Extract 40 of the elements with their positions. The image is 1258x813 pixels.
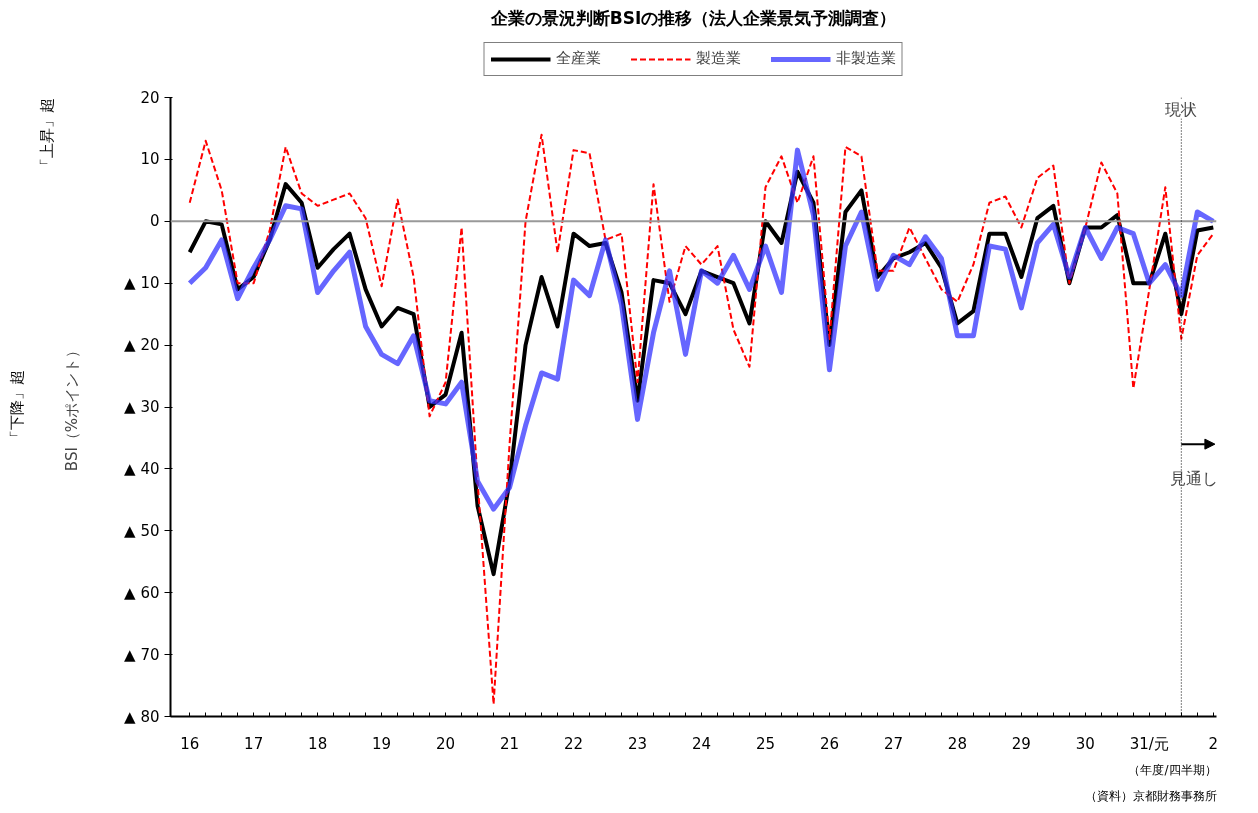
legend-label: 全産業 — [555, 49, 601, 68]
line-series — [188, 133, 1215, 706]
y-tick-label: ▲ 80 — [124, 707, 160, 726]
x-tick-label: 20 — [436, 734, 456, 753]
text: （資料）京都財務事務所 — [1084, 788, 1217, 803]
x-tick-label: 30 — [1075, 734, 1095, 753]
y-tick-label: ▲ 30 — [124, 398, 160, 416]
annotation: 現状 — [1165, 99, 1198, 119]
x-tick-label: 19 — [372, 734, 392, 753]
y-tick-label: ▲ 50 — [124, 521, 160, 540]
x-tick-label: 23 — [627, 734, 648, 753]
x-tick-label: 18 — [308, 734, 328, 753]
x-tick-label: 21 — [500, 734, 520, 753]
y-tick-label: ▲ 10 — [124, 274, 160, 293]
legend-label: 非製造業 — [835, 49, 896, 68]
y-tick-label: 10 — [140, 150, 160, 169]
x-tick-label: 31/元 — [1129, 734, 1169, 753]
x-tick-label: 16 — [180, 734, 200, 753]
x-tick-label: 22 — [564, 734, 584, 753]
text: 「下降」超 — [7, 369, 26, 445]
y-tick-label: 20 — [140, 88, 160, 107]
annotation: 見通し — [1170, 468, 1219, 488]
x-tick-label: 28 — [947, 734, 967, 753]
legend-label: 製造業 — [695, 49, 741, 68]
y-tick-label: ▲ 20 — [124, 336, 160, 355]
text: 「上昇」超 — [37, 97, 56, 173]
x-tick-label: 24 — [691, 734, 712, 753]
y-tick-label: ▲ 60 — [124, 583, 160, 602]
x-tick-label: 2 — [1208, 734, 1219, 753]
y-axis-title: BSI（%ポイント） — [63, 342, 82, 472]
x-tick-label: 26 — [819, 734, 839, 753]
y-tick-label: ▲ 40 — [124, 459, 160, 478]
x-tick-label: 27 — [883, 734, 903, 753]
text: （年度/四半期） — [1128, 762, 1217, 777]
x-tick-label: 17 — [244, 734, 264, 753]
y-tick-label: 0 — [149, 212, 160, 231]
chart-title: 企業の景況判断BSIの推移（法人企業景気予測調査） — [489, 7, 897, 28]
y-tick-label: ▲ 70 — [124, 645, 160, 664]
x-tick-label: 29 — [1011, 734, 1031, 753]
x-tick-label: 25 — [755, 734, 776, 753]
